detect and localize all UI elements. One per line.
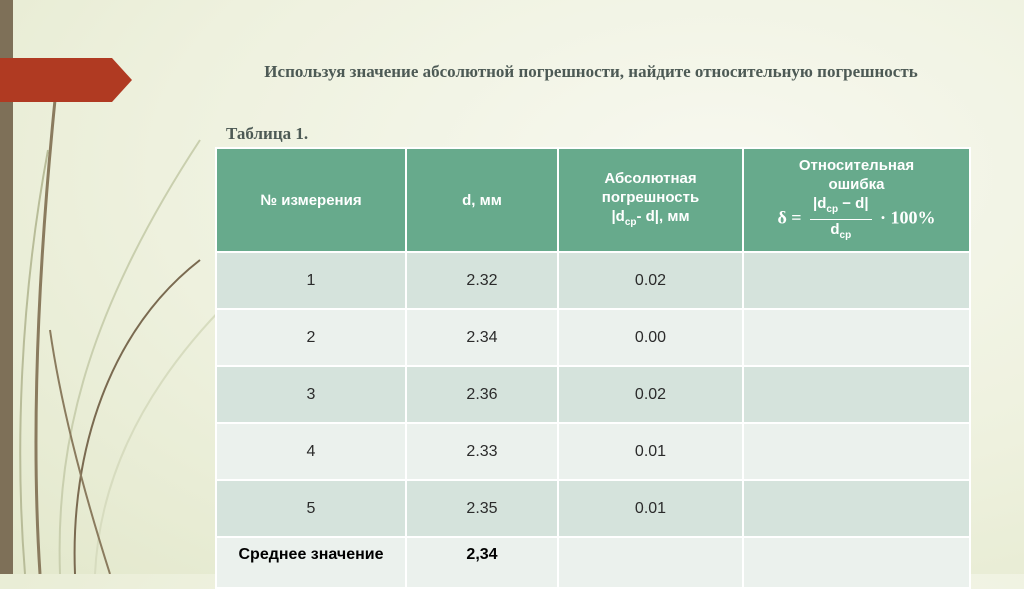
relative-error-formula: δ = |dср − d| dср · 100%	[748, 194, 965, 245]
cell-abs: 0.00	[557, 308, 744, 367]
header-abs-line2: погрешность	[601, 188, 700, 206]
cell-rel	[742, 422, 971, 481]
formula-rhs: · 100%	[880, 207, 936, 228]
left-decor-bar	[0, 0, 13, 574]
den-sub: ср	[839, 229, 852, 241]
summary-abs	[557, 536, 744, 589]
slide-title: Используя значение абсолютной погрешност…	[264, 62, 918, 81]
summary-label: Среднее значение	[215, 536, 407, 589]
header-measurement-number: № измерения	[215, 147, 407, 253]
cell-abs: 0.01	[557, 479, 744, 538]
formula-lhs: δ =	[777, 207, 802, 228]
table-row: 1 2.32 0.02	[215, 251, 971, 310]
cell-rel	[742, 308, 971, 367]
header-abs-line1: Абсолютная	[604, 169, 697, 187]
header-rel-line1: Относительная	[798, 156, 915, 174]
cell-number: 2	[215, 308, 407, 367]
table-header-row: № измерения d, мм Абсолютная погрешность…	[215, 147, 971, 253]
abs-formula-sub: ср	[624, 216, 637, 228]
header-abs-line3: |dср- d|, мм	[563, 207, 738, 232]
table-row: 5 2.35 0.01	[215, 479, 971, 538]
table-row: 4 2.33 0.01	[215, 422, 971, 481]
abs-formula-pre: |d	[611, 207, 625, 225]
cell-number: 3	[215, 365, 407, 424]
summary-rel	[742, 536, 971, 589]
summary-d: 2,34	[405, 536, 559, 589]
cell-number: 5	[215, 479, 407, 538]
cell-rel	[742, 251, 971, 310]
cell-rel	[742, 365, 971, 424]
cell-abs: 0.02	[557, 251, 744, 310]
formula-denominator: dср	[810, 220, 872, 245]
cell-number: 1	[215, 251, 407, 310]
cell-rel	[742, 479, 971, 538]
grass-decoration	[19, 99, 231, 574]
cell-d: 2.34	[405, 308, 559, 367]
red-arrow-decoration	[0, 58, 132, 102]
cell-number: 4	[215, 422, 407, 481]
formula-numerator: |dср − d|	[810, 194, 872, 220]
num-pre: |d	[813, 194, 827, 212]
formula-fraction: |dср − d| dср	[810, 194, 872, 245]
abs-formula-post: - d|, мм	[636, 207, 690, 225]
num-sub: ср	[826, 203, 839, 215]
den-pre: d	[830, 220, 840, 238]
cell-d: 2.35	[405, 479, 559, 538]
header-rel-line2: ошибка	[828, 175, 885, 193]
cell-abs: 0.02	[557, 365, 744, 424]
cell-d: 2.36	[405, 365, 559, 424]
header-relative-error: Относительная ошибка δ = |dср − d| dср ·…	[742, 147, 971, 253]
table-row: 2 2.34 0.00	[215, 308, 971, 367]
num-post: − d|	[838, 194, 869, 212]
table-row: 3 2.36 0.02	[215, 365, 971, 424]
cell-abs: 0.01	[557, 422, 744, 481]
table-caption: Таблица 1.	[226, 124, 309, 143]
header-absolute-error: Абсолютная погрешность |dср- d|, мм	[557, 147, 744, 253]
measurement-table: № измерения d, мм Абсолютная погрешность…	[215, 147, 971, 589]
summary-row: Среднее значение 2,34	[215, 536, 971, 589]
cell-d: 2.32	[405, 251, 559, 310]
header-d-mm: d, мм	[405, 147, 559, 253]
cell-d: 2.33	[405, 422, 559, 481]
